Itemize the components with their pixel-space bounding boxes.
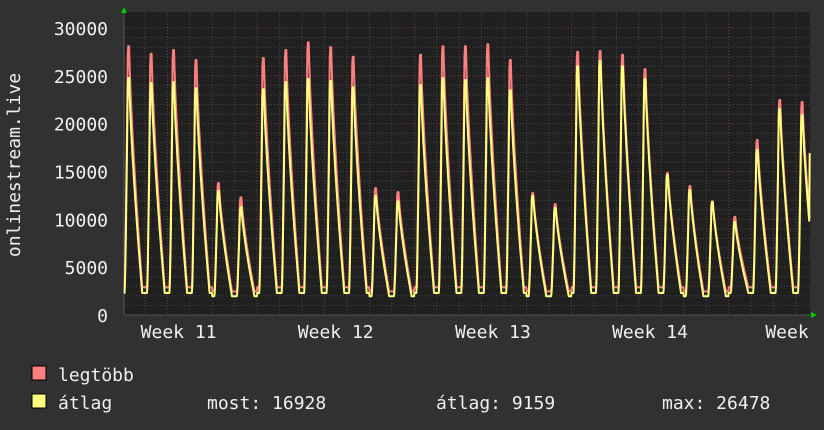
legend-swatch-max xyxy=(31,365,47,381)
y-axis-label: onlinestream.live xyxy=(4,73,25,257)
x-tick-label: Week 11 xyxy=(141,322,217,343)
x-axis-arrow-icon xyxy=(811,312,817,318)
legend-average: átlag: 9159 xyxy=(436,393,555,414)
x-tick-label: Week 12 xyxy=(298,322,374,343)
x-tick-label: Week xyxy=(765,322,809,343)
y-tick-label: 25000 xyxy=(54,67,108,88)
y-tick-label: 5000 xyxy=(65,258,108,279)
y-tick-label: 20000 xyxy=(54,115,108,136)
y-axis-arrow-icon xyxy=(121,7,127,13)
y-tick-label: 15000 xyxy=(54,163,108,184)
legend-swatch-avg xyxy=(31,393,47,409)
legend-maximum: max: 26478 xyxy=(662,393,770,414)
series-line-avg xyxy=(123,60,811,298)
legend-label-avg: átlag xyxy=(58,393,112,414)
series-lines xyxy=(123,41,811,298)
y-tick-label: 30000 xyxy=(54,19,108,40)
x-tick-label: Week 13 xyxy=(455,322,531,343)
legend-label-max: legtöbb xyxy=(58,365,134,386)
x-axis: Week 11 Week 12 Week 13 Week 14 Week xyxy=(141,322,809,343)
y-axis: 0 5000 10000 15000 20000 25000 30000 xyxy=(54,19,108,327)
y-tick-label: 10000 xyxy=(54,210,108,231)
x-tick-label: Week 14 xyxy=(612,322,688,343)
y-tick-label: 0 xyxy=(97,306,108,327)
legend-current: most: 16928 xyxy=(207,393,326,414)
